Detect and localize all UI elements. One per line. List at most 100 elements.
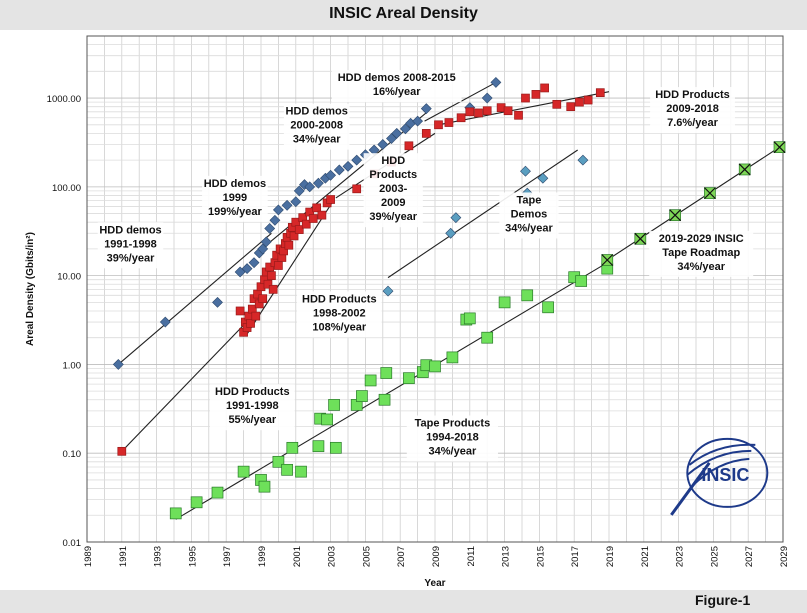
- hdd_demos-point: [260, 236, 272, 248]
- x-tick-label: 2003: [327, 546, 338, 567]
- y-tick-label: 10.00: [57, 272, 81, 283]
- tape_products-point: [481, 331, 494, 344]
- annotation-line: Tape Products: [415, 417, 491, 429]
- annotation-line: 34%/year: [293, 134, 341, 146]
- annotation-bg: [499, 192, 559, 239]
- y-tick-labels: 0.01 0.10 1.00 10.00 100.00 1000.00: [47, 94, 81, 549]
- annotation-line: 2009: [381, 197, 405, 209]
- hdd_products-point: [263, 279, 273, 289]
- hdd_products-point: [284, 240, 294, 250]
- annotation-line: 1991-1998: [226, 400, 279, 412]
- hdd_products-point: [421, 129, 431, 138]
- hdd_products-point: [312, 203, 322, 213]
- tape_products-point: [281, 463, 293, 476]
- insic-logo: INSIC: [670, 437, 769, 516]
- roadmap-point: [669, 209, 682, 222]
- hdd_products-point: [552, 99, 562, 109]
- x-tick-label: 2011: [466, 546, 477, 566]
- roadmap-x-stroke: [669, 209, 682, 222]
- tape_products-point: [521, 289, 534, 302]
- annotation-line: 2000-2008: [290, 120, 343, 132]
- hdd_products-point: [575, 97, 584, 107]
- hdd_products-point: [531, 90, 541, 99]
- tape_products-point: [321, 413, 333, 426]
- tape_demos-point: [520, 165, 531, 177]
- roadmap-point: [703, 187, 716, 200]
- tape_products-point: [329, 441, 342, 454]
- hdd_demos-point: [272, 204, 284, 216]
- roadmap-point: [601, 254, 614, 266]
- hdd_products-point: [294, 225, 304, 234]
- hdd_demos-point: [248, 257, 260, 269]
- hdd_products-point: [456, 113, 466, 123]
- hdd_products-point: [482, 106, 492, 116]
- x-tick-label: 2009: [431, 546, 442, 567]
- tape_products-point: [295, 465, 307, 478]
- hdd_demos-point: [290, 196, 302, 208]
- hdd_products-point: [540, 83, 549, 93]
- title-bar: [0, 0, 807, 30]
- hdd_products-point: [117, 446, 127, 456]
- tape_demos-point: [537, 172, 549, 184]
- x-tick-labels: 1989 1991 1993 1995 1997 1999 2001 2003 2005 2007…: [83, 546, 790, 567]
- roadmap-x-stroke: [703, 187, 716, 200]
- annotation-bg: [296, 291, 382, 338]
- annotation-line: 34%/year: [677, 261, 725, 273]
- tape_products-point: [378, 393, 391, 406]
- annotation-line: 2009-2018: [666, 103, 719, 115]
- annotation-text: HDD Products 1991-1998 55%/year: [215, 386, 290, 426]
- annotation-line: HDD: [381, 155, 405, 167]
- annotation-line: 1998-2002: [313, 307, 366, 319]
- hdd_demos-point: [281, 199, 293, 211]
- hdd_products-point: [583, 95, 593, 105]
- annotation-text: Tape Products 1994-2018 34%/year: [415, 417, 491, 457]
- x-tick-label: 2015: [535, 546, 546, 567]
- annotation-line: 39%/year: [107, 252, 155, 264]
- hdd_products-point: [595, 88, 605, 98]
- annotation-line: Tape Roadmap: [662, 247, 740, 259]
- annotation-text: Tape Demos 34%/year: [505, 194, 553, 234]
- annotation-bg: [283, 103, 350, 150]
- annotation-text: HDD Products 2003- 2009 39%/year: [369, 155, 417, 223]
- chart-title: INSIC Areal Density: [329, 5, 478, 22]
- annotation-bg: [331, 70, 462, 103]
- annotation-bg: [209, 384, 295, 431]
- hdd_demos-point: [325, 169, 337, 181]
- tape_products-point: [211, 486, 224, 499]
- roadmap-x-stroke: [634, 232, 647, 245]
- hdd_products-point: [308, 214, 318, 223]
- annotation-line: Demos: [511, 208, 548, 220]
- hdd_products-point: [258, 294, 268, 304]
- hdd_demos-point: [342, 160, 354, 172]
- annotation-line: 1994-2018: [426, 431, 479, 443]
- tape_demos-point: [382, 285, 394, 297]
- hdd_products-point: [235, 306, 245, 316]
- annotation-text: HDD demos 2008-2015 16%/year: [338, 72, 456, 98]
- trend-line: [387, 149, 578, 279]
- hdd_products-point: [289, 231, 299, 241]
- annotation-line: HDD demos 2008-2015: [338, 72, 456, 84]
- roadmap-x-stroke: [601, 254, 614, 266]
- annotation-bg: [649, 230, 754, 277]
- tape_products-point: [328, 399, 340, 411]
- tape_products-point: [403, 372, 415, 385]
- hdd_products-point: [465, 107, 475, 117]
- trend-line: [438, 91, 610, 126]
- tape_products-point: [312, 440, 325, 453]
- x-axis-label: Year: [424, 578, 445, 589]
- tape_products-point: [356, 390, 368, 402]
- annotation-line: 108%/year: [312, 321, 367, 333]
- tape_products-point: [272, 455, 285, 468]
- annotation-line: 2019-2029 INSIC: [659, 233, 744, 245]
- annotation-line: HDD Products: [655, 89, 730, 101]
- annotation-line: HDD demos: [99, 224, 161, 236]
- tape_products-point: [463, 312, 476, 325]
- tape_products-point: [429, 360, 441, 373]
- hdd_products-point: [251, 311, 261, 321]
- hdd_products-point: [317, 210, 327, 220]
- hdd_products-point: [514, 110, 523, 120]
- tape_products-point: [380, 367, 393, 379]
- hdd_demos-point: [351, 154, 363, 166]
- annotation-bg: [650, 87, 735, 134]
